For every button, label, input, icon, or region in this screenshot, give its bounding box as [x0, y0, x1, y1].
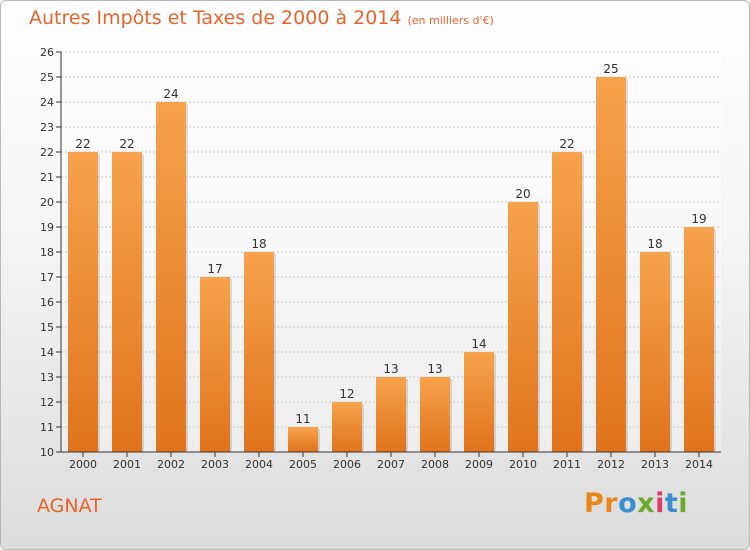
x-tick-label: 2006: [333, 458, 361, 471]
bar-value-label: 13: [383, 362, 398, 376]
bar-value-label: 12: [339, 387, 354, 401]
y-tick-label: 25: [40, 71, 54, 84]
bar-value-label: 22: [75, 137, 90, 151]
x-tick-label: 2000: [69, 458, 97, 471]
y-tick-label: 14: [40, 346, 54, 359]
x-tick-label: 2002: [157, 458, 185, 471]
place-name: AGNAT: [37, 495, 102, 517]
bar: [464, 352, 494, 452]
y-tick-label: 10: [40, 446, 54, 459]
y-tick-label: 19: [40, 221, 54, 234]
x-tick-label: 2013: [641, 458, 669, 471]
bar-value-label: 13: [427, 362, 442, 376]
x-tick-label: 2007: [377, 458, 405, 471]
chart-title-text: Autres Impôts et Taxes de 2000 à 2014: [29, 7, 402, 29]
bar-value-label: 22: [559, 137, 574, 151]
x-tick-label: 2014: [685, 458, 713, 471]
bar-value-label: 25: [603, 62, 618, 76]
y-tick-label: 26: [40, 46, 54, 59]
x-tick-label: 2008: [421, 458, 449, 471]
y-tick-label: 23: [40, 121, 54, 134]
bar-value-label: 20: [515, 187, 530, 201]
bar-value-label: 24: [163, 87, 178, 101]
bar: [288, 427, 318, 452]
x-tick-label: 2005: [289, 458, 317, 471]
x-tick-label: 2004: [245, 458, 273, 471]
bar-value-label: 19: [691, 212, 706, 226]
x-tick-label: 2003: [201, 458, 229, 471]
bar-value-label: 14: [471, 337, 486, 351]
bar-value-label: 18: [647, 237, 662, 251]
bar-value-label: 22: [119, 137, 134, 151]
bar: [156, 102, 186, 452]
bar: [684, 227, 714, 452]
y-tick-label: 13: [40, 371, 54, 384]
x-tick-label: 2001: [113, 458, 141, 471]
chart-title: Autres Impôts et Taxes de 2000 à 2014 (en…: [29, 7, 494, 29]
y-tick-label: 17: [40, 271, 54, 284]
x-tick-label: 2012: [597, 458, 625, 471]
chart-subtitle: (en milliers d'€): [407, 14, 494, 27]
y-tick-label: 20: [40, 196, 54, 209]
bar: [200, 277, 230, 452]
x-tick-label: 2009: [465, 458, 493, 471]
bar-value-label: 18: [251, 237, 266, 251]
bar: [376, 377, 406, 452]
bar: [640, 252, 670, 452]
y-tick-label: 16: [40, 296, 54, 309]
bar: [244, 252, 274, 452]
proxiti-logo: Proxiti: [584, 488, 689, 519]
y-tick-label: 11: [40, 421, 54, 434]
x-tick-label: 2010: [509, 458, 537, 471]
x-tick-label: 2011: [553, 458, 581, 471]
y-tick-label: 22: [40, 146, 54, 159]
y-tick-label: 15: [40, 321, 54, 334]
bar: [420, 377, 450, 452]
bar: [332, 402, 362, 452]
y-tick-label: 18: [40, 246, 54, 259]
bar-value-label: 17: [207, 262, 222, 276]
bar: [508, 202, 538, 452]
bar-value-label: 11: [295, 412, 310, 426]
y-tick-label: 24: [40, 96, 54, 109]
y-tick-label: 21: [40, 171, 54, 184]
y-tick-label: 12: [40, 396, 54, 409]
bar: [596, 77, 626, 452]
bar: [68, 152, 98, 452]
bar: [112, 152, 142, 452]
bar: [552, 152, 582, 452]
